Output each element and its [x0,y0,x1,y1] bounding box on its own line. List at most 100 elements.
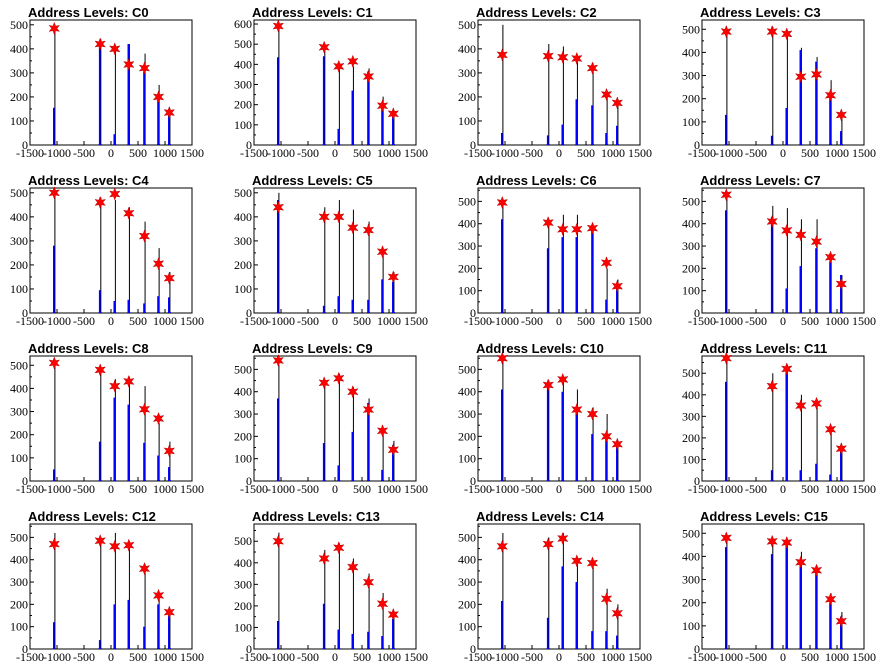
chart-title: Address Levels: C0 [28,5,149,20]
x-tick-label: -1500 [688,650,716,664]
chart-svg: 0 100 200 300 400 500 -1500 -1000 -500 0 500 1000 15… [458,187,652,328]
x-tick-label: -1500 [688,482,716,496]
peak-marker [138,562,151,576]
y-tick-label: 100 [682,452,700,466]
peak-marker [557,222,569,236]
chart-panel-c0: 0 100 200 300 400 500 -1500 -1000 -500 0 500 1000 15… [0,0,224,168]
peak-marker [835,108,848,122]
peak-marker [781,27,793,41]
peak-marker [835,442,848,456]
peak-marker [138,61,151,75]
x-tick-label: -500 [297,650,319,664]
peak-marker [586,221,599,235]
peak-marker [376,99,389,113]
peak-marker [720,531,733,545]
x-tick-label: 1000 [153,146,177,160]
y-tick-label: 400 [458,217,476,231]
y-tick-label: 100 [10,282,28,296]
y-tick-label: 500 [10,530,28,544]
x-tick-label: -1500 [240,146,268,160]
x-tick-label: -1500 [464,146,492,160]
x-tick-label: 500 [577,482,595,496]
y-tick-label: 100 [458,284,476,298]
plot-frame [477,19,641,146]
peak-marker [347,221,359,235]
chart-title: Address Levels: C6 [476,173,597,188]
x-tick-label: 1000 [377,314,401,328]
x-tick-label: 0 [556,314,562,328]
peak-marker [109,42,121,56]
x-tick-label: -500 [745,482,767,496]
y-tick-label: 200 [10,428,28,442]
x-tick-label: 1000 [153,650,177,664]
chart-panel-c15: 0 100 200 300 400 500 -1500 -1000 -500 0 500 1000 15… [672,504,896,672]
y-tick-label: 0 [694,642,700,656]
x-tick-label: 1500 [404,650,428,664]
peak-marker [571,51,583,66]
peak-marker [376,424,389,438]
y-tick-label: 0 [246,474,252,488]
x-tick-label: -1000 [43,146,71,160]
peak-marker [163,605,176,619]
peak-marker [496,195,509,210]
x-tick-label: -1500 [16,650,44,664]
x-tick-label: -1500 [464,650,492,664]
y-tick-label: 500 [234,534,252,548]
peak-marker [333,541,345,555]
peak-marker [362,69,375,84]
peak-marker [557,50,569,64]
peak-marker [810,67,823,81]
plot-frame [29,355,193,482]
peak-marker [795,555,807,569]
y-tick-label: 0 [22,474,28,488]
chart-title: Address Levels: C3 [700,5,821,20]
peak-marker [272,353,285,368]
x-tick-label: 1500 [180,482,204,496]
chart-svg: 0 100 200 300 400 500 -1500 -1000 -500 0 500 1000 15… [10,18,204,160]
x-tick-label: -1500 [688,314,716,328]
y-tick-label: 100 [234,118,252,132]
peak-marker [542,216,554,230]
x-tick-label: -1000 [491,650,519,664]
y-tick-label: 200 [682,431,700,445]
peak-marker [94,37,106,51]
y-tick-label: 400 [234,210,252,224]
peak-marker [387,443,400,457]
chart-svg: 0 100 200 300 400 500 -1500 -1000 -500 0 500 1000 15… [10,355,204,496]
peak-marker [94,363,106,377]
peak-marker [387,607,400,622]
y-tick-label: 400 [682,45,700,59]
x-tick-label: 0 [556,482,562,496]
x-tick-label: 0 [108,146,114,160]
y-tick-label: 100 [234,452,252,466]
peak-marker [766,379,778,393]
y-tick-label: 200 [682,596,700,610]
x-tick-label: -1500 [16,314,44,328]
x-tick-label: -1000 [43,314,71,328]
x-tick-label: 1500 [852,314,876,328]
peak-marker [795,70,807,84]
x-tick-label: 1000 [377,650,401,664]
peak-marker [795,398,807,413]
chart-panel-c12: 0 100 200 300 400 500 -1500 -1000 -500 0 500 1000 15… [0,504,224,672]
y-tick-label: 600 [234,17,252,31]
x-tick-label: 500 [801,482,819,496]
x-tick-label: 1000 [825,482,849,496]
y-tick-label: 400 [458,553,476,567]
chart-panel-c6: 0 100 200 300 400 500 -1500 -1000 -500 0 500 1000 15… [448,168,672,336]
peak-marker [571,554,583,568]
x-tick-label: -500 [745,146,767,160]
peak-marker [347,54,359,68]
y-tick-label: 100 [458,114,476,128]
x-tick-label: 0 [108,650,114,664]
chart-title: Address Levels: C15 [700,509,828,524]
chart-panel-c2: 0 100 200 300 400 500 -1500 -1000 -500 0 500 1000 15… [448,0,672,168]
y-tick-label: 300 [234,78,252,92]
x-tick-label: -1000 [43,482,71,496]
x-tick-label: 500 [353,314,371,328]
peak-marker [611,279,624,293]
x-tick-label: 500 [129,482,147,496]
peak-marker [376,245,389,259]
x-tick-label: 500 [577,146,595,160]
